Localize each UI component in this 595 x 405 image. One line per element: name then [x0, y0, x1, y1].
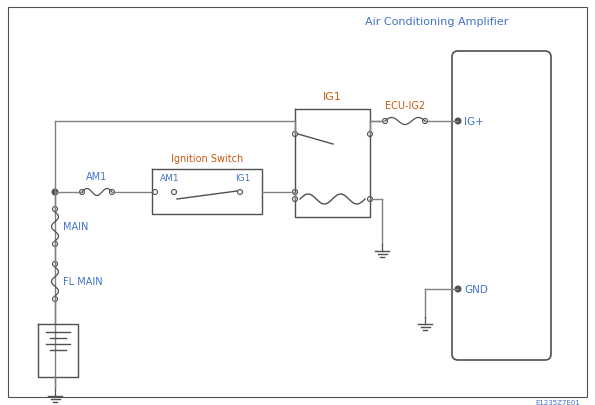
- Text: AM1: AM1: [160, 174, 180, 183]
- Circle shape: [455, 119, 461, 124]
- Text: IG1: IG1: [323, 92, 342, 102]
- Text: ECU-IG2: ECU-IG2: [385, 101, 425, 111]
- Text: Ignition Switch: Ignition Switch: [171, 153, 243, 164]
- Text: MAIN: MAIN: [63, 222, 89, 231]
- Text: GND: GND: [464, 284, 488, 294]
- Text: IG1: IG1: [235, 174, 250, 183]
- Circle shape: [52, 190, 58, 195]
- Text: E1235Z7E01: E1235Z7E01: [535, 399, 580, 405]
- Text: Air Conditioning Amplifier: Air Conditioning Amplifier: [365, 17, 508, 27]
- Circle shape: [455, 286, 461, 292]
- Text: FL MAIN: FL MAIN: [63, 276, 102, 286]
- Text: AM1: AM1: [86, 172, 108, 181]
- Text: IG+: IG+: [464, 117, 484, 127]
